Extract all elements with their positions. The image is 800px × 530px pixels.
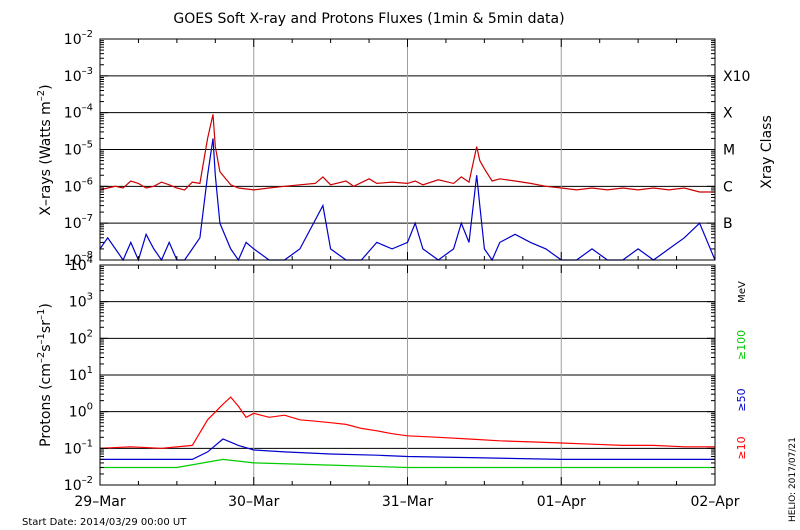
start-date: Start Date: 2014/03/29 00:00 UT xyxy=(22,517,187,528)
xray-y-ticks: 10–8 10–7 10–6 10–5 10–4 10–3 10–2 xyxy=(64,29,716,269)
xray-y-label: X–rays (Watts m–2) xyxy=(36,84,54,215)
y-tick-label: 104 xyxy=(69,255,93,274)
xray-y-label-exp: –2 xyxy=(36,90,47,101)
x-tick-label: 29–Mar xyxy=(74,494,125,510)
proton-y-label-exp3: –1 xyxy=(36,309,47,320)
y-tick-label: 102 xyxy=(69,328,93,347)
x-tick-label: 31–Mar xyxy=(382,494,433,510)
proton-y-label-base: Protons (cm xyxy=(38,363,54,447)
y-tick-label: 10–8 xyxy=(64,250,93,269)
y-tick-label: 10–3 xyxy=(64,66,93,85)
proton-panel: 10–2 10–1 100 101 102 103 104 29–Mar 30–Mar 31–M… xyxy=(36,255,748,510)
y-tick-label: 100 xyxy=(69,402,93,421)
xray-class-label: X10 xyxy=(723,69,750,85)
xray-class-labels: B C M X X10 xyxy=(723,69,750,232)
y-tick-label: 10–2 xyxy=(64,29,93,48)
proton-y-label-mid2: sr xyxy=(38,320,54,333)
xray-y-label-end: ) xyxy=(38,84,54,89)
x-tick-label: 30–Mar xyxy=(228,494,279,510)
xray-panel: 10–8 10–7 10–6 10–5 10–4 10–3 10–2 B C M X X10 Xra… xyxy=(36,29,775,269)
y-tick-label: 10–5 xyxy=(64,140,93,159)
legend-entry: ≥10 xyxy=(735,436,748,459)
xray-class-label: B xyxy=(723,216,733,232)
y-tick-label: 101 xyxy=(69,365,93,384)
proton-y-ticks: 10–2 10–1 100 101 102 103 104 xyxy=(64,255,716,494)
xray-day-lines xyxy=(253,39,562,260)
y-tick-label: 10–7 xyxy=(64,213,93,232)
credit: HELIO: 2017/07/21 xyxy=(788,437,798,522)
proton-y-label-mid1: s xyxy=(38,344,54,351)
proton-x-ticks: 29–Mar 30–Mar 31–Mar 01–Apr 02–Apr xyxy=(74,494,739,510)
xray-class-label: C xyxy=(723,179,733,195)
xray-class-label: M xyxy=(723,143,735,159)
chart-title: GOES Soft X-ray and Protons Fluxes (1min… xyxy=(173,11,564,27)
series-line-1 xyxy=(100,438,715,460)
proton-y-label: Protons (cm–2s–1sr–1) xyxy=(36,303,54,447)
xray-class-label: X xyxy=(723,106,733,122)
series-line-2 xyxy=(100,458,715,469)
legend-entry: ≥100 xyxy=(735,330,748,360)
proton-y-label-end: ) xyxy=(38,303,54,308)
y-tick-label: 10–1 xyxy=(64,438,93,457)
xray-right-axis-label: Xray Class xyxy=(759,115,775,189)
y-tick-label: 10–6 xyxy=(64,176,93,195)
proton-series xyxy=(99,396,715,469)
y-tick-label: 10–2 xyxy=(64,475,93,494)
x-tick-label: 01–Apr xyxy=(537,494,586,510)
series-line-0 xyxy=(99,114,715,193)
legend-entry: ≥50 xyxy=(735,388,748,411)
proton-y-label-exp2: –1 xyxy=(36,333,47,344)
y-tick-label: 103 xyxy=(69,292,93,311)
series-line-0 xyxy=(99,396,715,449)
proton-unit-label: MeV xyxy=(737,281,748,303)
x-tick-label: 02–Apr xyxy=(690,494,739,510)
y-tick-label: 10–4 xyxy=(64,103,93,122)
xray-y-label-base: X–rays (Watts m xyxy=(38,101,54,215)
proton-legend: ≥100 ≥50 ≥10 xyxy=(735,330,748,460)
proton-day-lines xyxy=(253,265,562,485)
proton-y-label-exp1: –2 xyxy=(36,352,47,363)
